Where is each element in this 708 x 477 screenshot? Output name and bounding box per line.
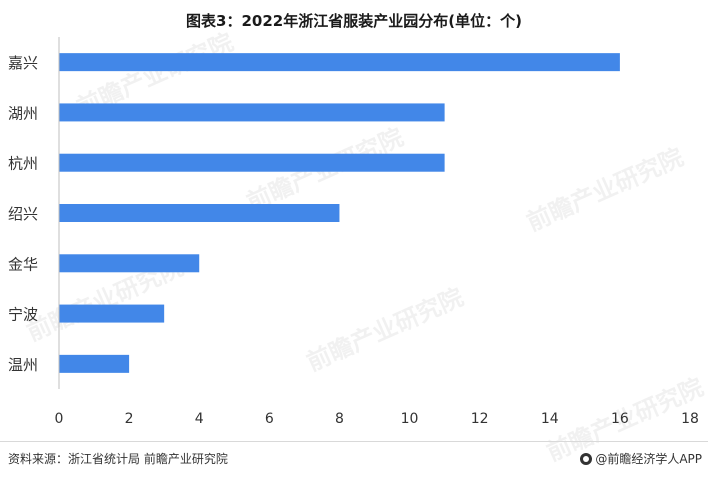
x-axis-labels: 0 2 4 6 8 10 12 14 16 18: [55, 411, 699, 427]
bar-0: [59, 53, 620, 72]
bar-2: [59, 153, 445, 172]
x-tick-label: 0: [55, 411, 64, 427]
x-tick-label: 6: [265, 411, 274, 427]
chart-title: 图表3：2022年浙江省服装产业园分布(单位：个): [186, 12, 522, 30]
category-label: 温州: [8, 356, 38, 374]
bar-4: [59, 254, 200, 273]
bar-5: [59, 304, 165, 323]
brand-logo-icon: [580, 452, 593, 465]
bar-1: [59, 103, 445, 122]
x-tick-label: 18: [681, 411, 699, 427]
source-note: 资料来源：浙江省统计局 前瞻产业研究院: [8, 452, 228, 466]
x-tick-label: 10: [401, 411, 419, 427]
x-tick-label: 2: [125, 411, 134, 427]
footer: 资料来源：浙江省统计局 前瞻产业研究院 @前瞻经济学人APP: [0, 441, 708, 477]
category-label: 杭州: [8, 155, 38, 173]
bar-3: [59, 204, 340, 222]
bars-group: [59, 53, 620, 373]
bar-6: [59, 354, 130, 373]
x-tick-label: 4: [195, 411, 204, 427]
category-label: 宁波: [8, 306, 38, 324]
category-label: 金华: [8, 255, 38, 273]
category-label: 嘉兴: [8, 54, 38, 72]
category-label: 湖州: [8, 104, 38, 122]
brand-credit: @前瞻经济学人APP: [580, 450, 702, 467]
x-tick-label: 12: [471, 411, 489, 427]
x-tick-label: 16: [611, 411, 629, 427]
brand-text: @前瞻经济学人APP: [595, 452, 702, 466]
x-tick-label: 8: [335, 411, 344, 427]
x-tick-label: 14: [541, 411, 559, 427]
category-label: 绍兴: [8, 205, 38, 223]
